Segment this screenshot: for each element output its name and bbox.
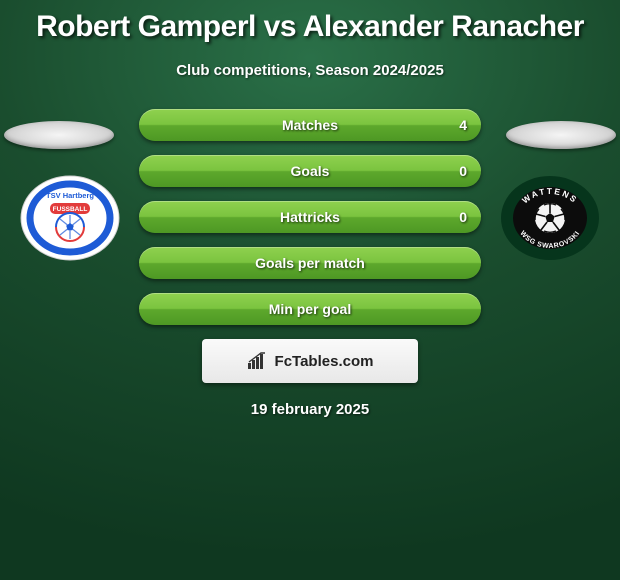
brand-badge: FcTables.com [202, 339, 418, 383]
stat-bar-min-per-goal: Min per goal [139, 293, 481, 325]
stat-label: Goals per match [255, 255, 365, 271]
stat-value-right: 0 [459, 163, 467, 179]
club-badge-right: WATTENS WSG SWAROVSKI [500, 175, 600, 261]
stat-label: Matches [282, 117, 338, 133]
brand-text: FcTables.com [275, 353, 374, 370]
stat-bar-hattricks: Hattricks 0 [139, 201, 481, 233]
player-photo-spot-right [506, 121, 616, 149]
date-label: 19 february 2025 [0, 401, 620, 418]
subtitle: Club competitions, Season 2024/2025 [0, 62, 620, 79]
stat-bar-goals: Goals 0 [139, 155, 481, 187]
stat-label: Goals [291, 163, 330, 179]
player-photo-spot-left [4, 121, 114, 149]
stat-label: Min per goal [269, 301, 351, 317]
stat-value-right: 0 [459, 209, 467, 225]
comparison-panel: TSV Hartberg FUSSBALL WATTENS [0, 109, 620, 418]
svg-text:FUSSBALL: FUSSBALL [53, 206, 88, 213]
stat-bar-matches: Matches 4 [139, 109, 481, 141]
bars-icon [247, 352, 269, 370]
page-title: Robert Gamperl vs Alexander Ranacher [0, 0, 620, 44]
stat-bar-goals-per-match: Goals per match [139, 247, 481, 279]
svg-text:TSV Hartberg: TSV Hartberg [46, 191, 94, 200]
club-badge-left: TSV Hartberg FUSSBALL [20, 175, 120, 261]
stat-bars: Matches 4 Goals 0 Hattricks 0 Goals per … [139, 109, 481, 325]
stat-value-right: 4 [459, 117, 467, 133]
stat-label: Hattricks [280, 209, 340, 225]
